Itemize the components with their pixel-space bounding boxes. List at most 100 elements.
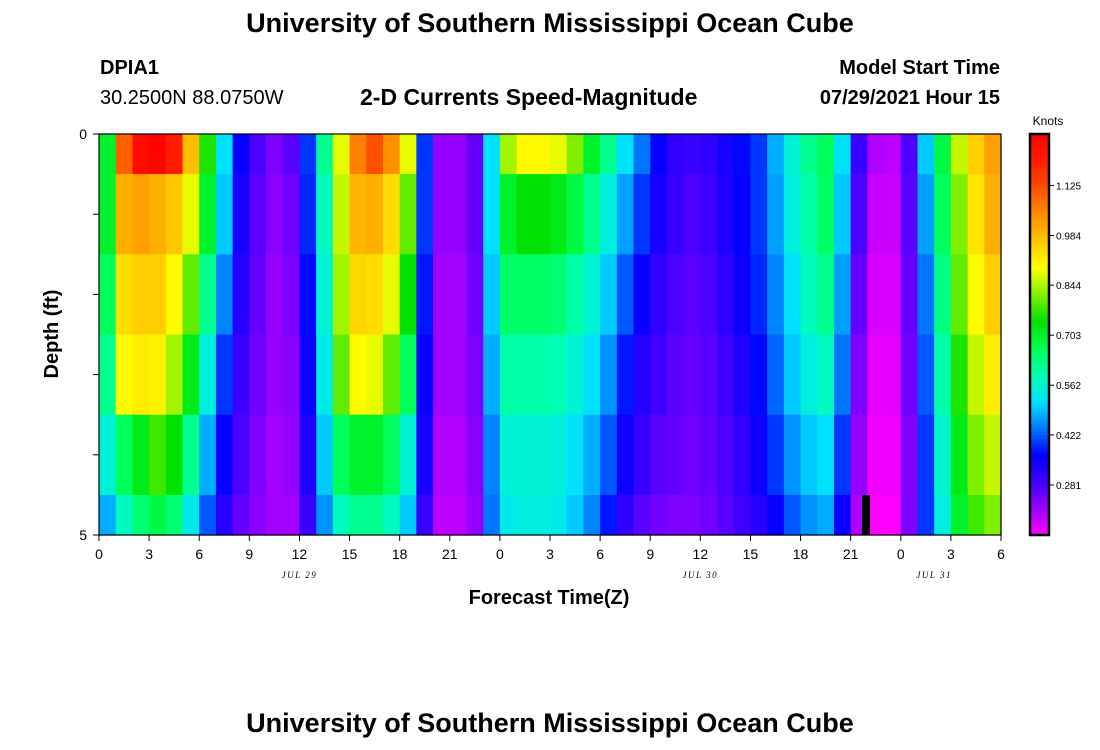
heatmap-cell <box>717 134 735 175</box>
colorbar-tick-label: 0.281 <box>1056 481 1081 492</box>
heatmap-cell <box>99 134 117 175</box>
heatmap-cell <box>616 254 635 336</box>
heatmap-cell <box>666 134 685 175</box>
heatmap-cell <box>700 334 718 416</box>
heatmap-cell <box>165 254 184 336</box>
colorbar-band <box>1030 234 1049 239</box>
heatmap-cell <box>99 174 117 255</box>
colorbar-ticks: 1.125 0.984 0.844 0.703 0.562 0.422 0.281 <box>1049 181 1081 492</box>
heatmap-cell <box>299 254 317 336</box>
heatmap-cell <box>666 494 685 536</box>
colorbar-band <box>1030 364 1049 369</box>
colorbar-band <box>1030 177 1049 182</box>
colorbar-band <box>1030 438 1049 443</box>
chart-title: 2-D Currents Speed-Magnitude <box>360 84 698 110</box>
heatmap-cell <box>967 134 985 175</box>
colorbar-band <box>1030 471 1049 476</box>
heatmap-cell <box>650 174 668 255</box>
colorbar-band <box>1030 448 1049 453</box>
heatmap-cell <box>516 174 534 255</box>
colorbar-band <box>1030 361 1049 366</box>
heatmap-cell <box>967 494 985 536</box>
heatmap-cell <box>266 254 284 336</box>
heatmap-cell <box>616 174 635 255</box>
heatmap-cell <box>984 334 1002 416</box>
x-tick-label: 18 <box>793 546 809 562</box>
colorbar-gradient <box>1030 134 1049 536</box>
colorbar-tick-label: 1.125 <box>1056 181 1081 192</box>
heatmap-cell <box>382 414 401 496</box>
heatmap-cell <box>266 174 284 255</box>
heatmap-cell <box>650 134 668 175</box>
heatmap-cell <box>366 494 384 536</box>
heatmap-cell <box>449 334 468 416</box>
heatmap-cell <box>282 414 301 496</box>
heatmap-cell <box>783 494 802 536</box>
colorbar-band <box>1030 257 1049 262</box>
colorbar-band <box>1030 217 1049 222</box>
colorbar-band <box>1030 357 1049 362</box>
colorbar-band <box>1030 367 1049 372</box>
heatmap-cell <box>433 254 451 336</box>
heatmap-cell <box>583 254 601 336</box>
heatmap-cell <box>299 134 317 175</box>
heatmap-cell <box>717 174 735 255</box>
heatmap-cell <box>282 494 301 536</box>
heatmap-cell <box>182 494 200 536</box>
heatmap-cell <box>967 414 985 496</box>
colorbar-band <box>1030 371 1049 376</box>
colorbar-band <box>1030 508 1049 513</box>
page-title-bottom: University of Southern Mississippi Ocean… <box>246 708 854 738</box>
heatmap-cell <box>433 414 451 496</box>
heatmap-cell <box>466 334 484 416</box>
heatmap-cell <box>583 134 601 175</box>
heatmap-cell <box>633 494 651 536</box>
colorbar-band <box>1030 194 1049 199</box>
x-tick-label: 12 <box>693 546 709 562</box>
heatmap-cell <box>449 414 468 496</box>
heatmap-cell <box>934 174 952 255</box>
heatmap-cell <box>750 134 768 175</box>
colorbar-band <box>1030 170 1049 175</box>
colorbar-band <box>1030 454 1049 459</box>
heatmap-cell <box>266 134 284 175</box>
heatmap-cell <box>583 174 601 255</box>
heatmap-cell <box>516 334 534 416</box>
heatmap-cell <box>332 334 351 416</box>
colorbar-band <box>1030 244 1049 249</box>
heatmap-cell <box>984 254 1002 336</box>
colorbar-band <box>1030 431 1049 436</box>
heatmap-cell <box>266 334 284 416</box>
heatmap-cell <box>733 174 752 255</box>
heatmap-cell <box>950 494 969 536</box>
heatmap-cell <box>583 494 601 536</box>
colorbar-band <box>1030 281 1049 285</box>
heatmap-cell <box>266 494 284 536</box>
heatmap-cell <box>950 254 969 336</box>
heatmap-cell <box>633 334 651 416</box>
colorbar-band <box>1030 394 1049 399</box>
heatmap-cell <box>867 494 885 536</box>
colorbar-band <box>1030 214 1049 219</box>
heatmap-cell <box>566 494 584 536</box>
heatmap-cell <box>683 334 701 416</box>
heatmap-cell <box>483 174 501 255</box>
heatmap-cell <box>433 494 451 536</box>
colorbar-band <box>1030 271 1049 275</box>
heatmap-cell <box>700 254 718 336</box>
heatmap-cell <box>733 494 752 536</box>
heatmap-cell <box>800 494 818 536</box>
colorbar-band <box>1030 491 1049 496</box>
heatmap-cell <box>550 494 568 536</box>
heatmap-cell <box>566 174 584 255</box>
colorbar-band <box>1030 347 1049 352</box>
x-tick-label: 6 <box>195 546 203 562</box>
colorbar-tick-label: 0.562 <box>1056 381 1081 392</box>
heatmap-cell <box>182 254 200 336</box>
heatmap-cell <box>900 334 919 416</box>
colorbar-band <box>1030 341 1049 346</box>
heatmap-cell <box>650 334 668 416</box>
heatmap-cell <box>917 134 935 175</box>
heatmap-cell <box>967 174 985 255</box>
